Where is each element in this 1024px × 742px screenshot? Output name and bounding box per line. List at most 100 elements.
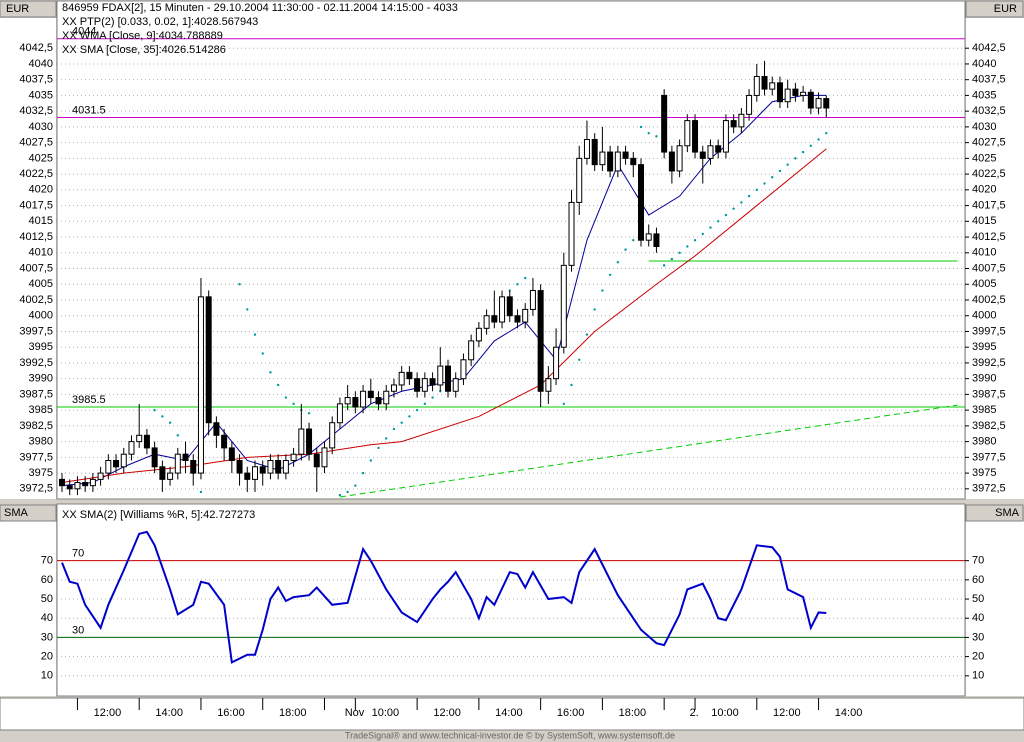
y-tick-label: 3975	[29, 467, 53, 479]
y-tick-label: 50	[972, 593, 984, 605]
ptp-dot	[709, 226, 712, 229]
candle-body	[823, 98, 830, 109]
x-tick-label: 10:00	[372, 707, 400, 719]
ptp-dot	[740, 201, 743, 204]
candle-body	[159, 466, 166, 480]
x-tick-label: 14:00	[835, 707, 863, 719]
footer: TradeSignal® and www.technical-investor.…	[345, 730, 675, 740]
candle-body	[89, 478, 96, 487]
candle-body	[468, 340, 475, 361]
candle-body	[313, 453, 320, 468]
y-tick-label: 4042,5	[972, 42, 1006, 54]
level-label: 4031.5	[72, 104, 106, 116]
ptp-dot	[578, 358, 581, 361]
ptp-dot	[361, 471, 365, 475]
candle-body	[792, 88, 799, 96]
ptp-dot	[307, 412, 311, 415]
y-tick-label: 3992,5	[972, 357, 1006, 369]
candle-body	[545, 378, 552, 392]
ptp-dot	[253, 333, 257, 336]
ptp-dot	[238, 283, 241, 286]
indicator-plot-area	[56, 503, 966, 697]
x-tick-label: 16:00	[217, 707, 245, 719]
ptp-dot	[817, 138, 820, 141]
candle-body	[360, 390, 367, 408]
ptp-dot	[771, 176, 774, 179]
y-tick-label: 3977,5	[19, 451, 53, 463]
y-tick-label: 4025	[972, 152, 996, 164]
ptp-dot	[662, 264, 666, 267]
y-tick-label: 50	[41, 593, 53, 605]
ptp-dot	[161, 415, 164, 418]
candle-body	[668, 151, 675, 172]
candle-body	[591, 138, 598, 166]
ptp-dot	[276, 383, 280, 387]
ptp-dot	[423, 402, 427, 406]
axis-header-label: SMA	[4, 507, 29, 519]
y-tick-label: 4037,5	[19, 74, 53, 86]
y-tick-label: 4027,5	[972, 137, 1006, 149]
ptp-dot	[593, 308, 596, 311]
y-tick-label: 4020	[29, 184, 53, 196]
ptp-dot	[655, 135, 658, 138]
candle-body	[607, 151, 614, 172]
y-tick-label: 40	[41, 612, 53, 624]
axis-header-label: EUR	[994, 3, 1017, 15]
ptp-dot	[686, 245, 689, 248]
ptp-dot	[392, 427, 396, 431]
y-tick-label: 4012,5	[972, 231, 1006, 243]
legend-entry: XX SMA(2) [Williams %R, 5]:42.727273	[62, 509, 255, 521]
ptp-dot	[431, 396, 434, 399]
y-tick-label: 4025	[29, 152, 53, 164]
y-tick-label: 4040	[972, 58, 996, 70]
y-tick-label: 4035	[29, 89, 53, 101]
candle-body	[167, 472, 174, 480]
candle-body	[298, 428, 305, 455]
candle-body	[282, 459, 289, 474]
candle-body	[352, 397, 359, 408]
candle-body	[105, 459, 112, 474]
x-tick-label: 14:00	[495, 707, 523, 719]
y-tick-label: 3990	[972, 373, 996, 385]
ptp-dot	[269, 371, 272, 374]
ptp-dot	[346, 490, 349, 494]
y-tick-label: 4017,5	[972, 199, 1006, 211]
candle-body	[290, 453, 297, 461]
candle-body	[784, 88, 791, 103]
y-tick-label: 30	[41, 631, 53, 643]
candle-body	[174, 453, 181, 474]
y-tick-label: 3997,5	[19, 325, 53, 337]
y-tick-label: 4002,5	[972, 294, 1006, 306]
ptp-dot	[717, 220, 720, 223]
x-tick-label: 18:00	[279, 707, 307, 719]
y-tick-label: 4030	[972, 121, 996, 133]
ptp-dot	[284, 396, 288, 399]
ptp-dot	[809, 144, 813, 147]
y-tick-label: 4040	[29, 58, 53, 70]
x-tick-label: 12:00	[433, 707, 461, 719]
y-tick-label: 4007,5	[972, 262, 1006, 274]
candle-body	[707, 145, 714, 159]
ptp-dot	[670, 257, 674, 261]
y-tick-label: 4015	[29, 215, 53, 227]
candle-body	[59, 478, 65, 487]
ptp-dot	[516, 283, 519, 286]
candle-body	[445, 365, 451, 392]
candle-body	[375, 397, 382, 405]
ptp-dot	[786, 163, 789, 166]
candle-body	[390, 384, 397, 392]
ptp-dot	[246, 308, 249, 311]
y-tick-label: 70	[41, 555, 53, 567]
candle-body	[514, 315, 521, 323]
ptp-dot	[369, 459, 372, 462]
ptp-dot	[562, 402, 565, 406]
x-tick-label: Nov	[345, 707, 365, 719]
candle-body	[236, 459, 243, 474]
x-tick-label: 10:00	[711, 707, 739, 719]
y-tick-label: 20	[972, 651, 984, 663]
candle-body	[182, 453, 189, 461]
y-tick-label: 3975	[972, 467, 996, 479]
y-tick-label: 60	[972, 574, 984, 586]
y-tick-label: 3987,5	[19, 388, 53, 400]
